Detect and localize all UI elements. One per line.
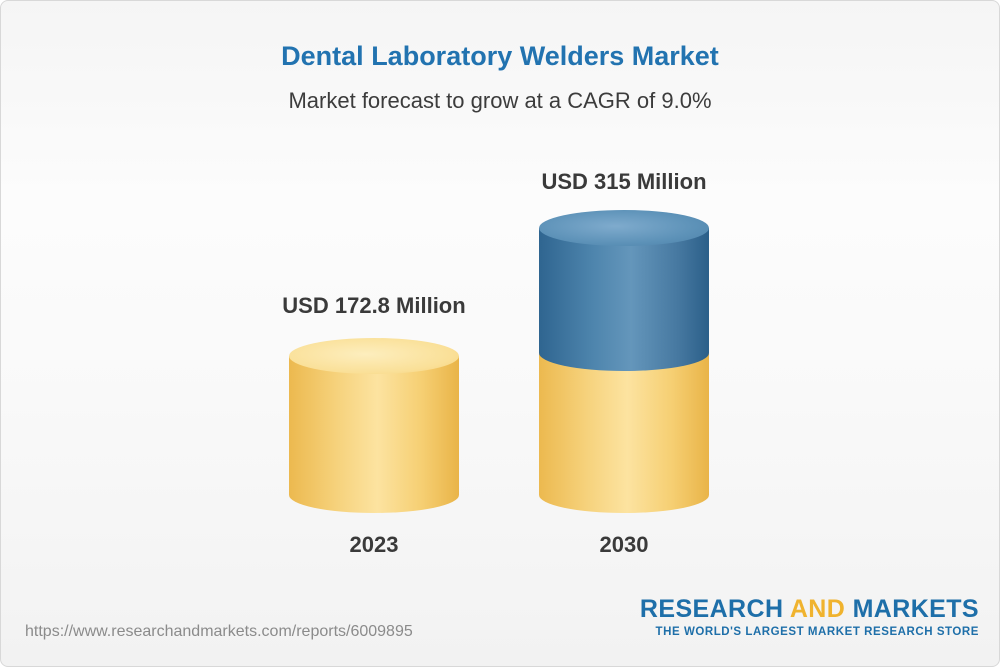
source-url-link[interactable]: https://www.researchandmarkets.com/repor… <box>25 623 413 640</box>
value-label-2030: USD 315 Million <box>541 169 707 194</box>
logo-word-markets: MARKETS <box>852 595 979 623</box>
bar-2023-body <box>289 356 459 513</box>
bar-2030-top-cap <box>539 210 709 246</box>
logo-wordmark: RESEARCH AND MARKETS <box>640 597 979 622</box>
bar-2030-yellow-segment <box>539 353 709 513</box>
logo-word-research: RESEARCH <box>639 595 784 623</box>
chart-title: Dental Laboratory Welders Market <box>281 41 719 71</box>
logo-word-and: AND <box>789 595 846 623</box>
research-and-markets-logo: RESEARCH AND MARKETS THE WORLD'S LARGEST… <box>640 597 979 639</box>
x-axis-label-2023: 2023 <box>349 532 399 557</box>
bar-2023-top-cap <box>289 338 459 374</box>
logo-tagline: THE WORLD'S LARGEST MARKET RESEARCH STOR… <box>655 626 979 638</box>
x-axis-label-2030: 2030 <box>599 532 649 557</box>
value-label-2023: USD 172.8 Million <box>282 293 466 318</box>
chart-subtitle: Market forecast to grow at a CAGR of 9.0… <box>288 88 712 113</box>
bar-2030-blue-segment <box>539 228 709 371</box>
